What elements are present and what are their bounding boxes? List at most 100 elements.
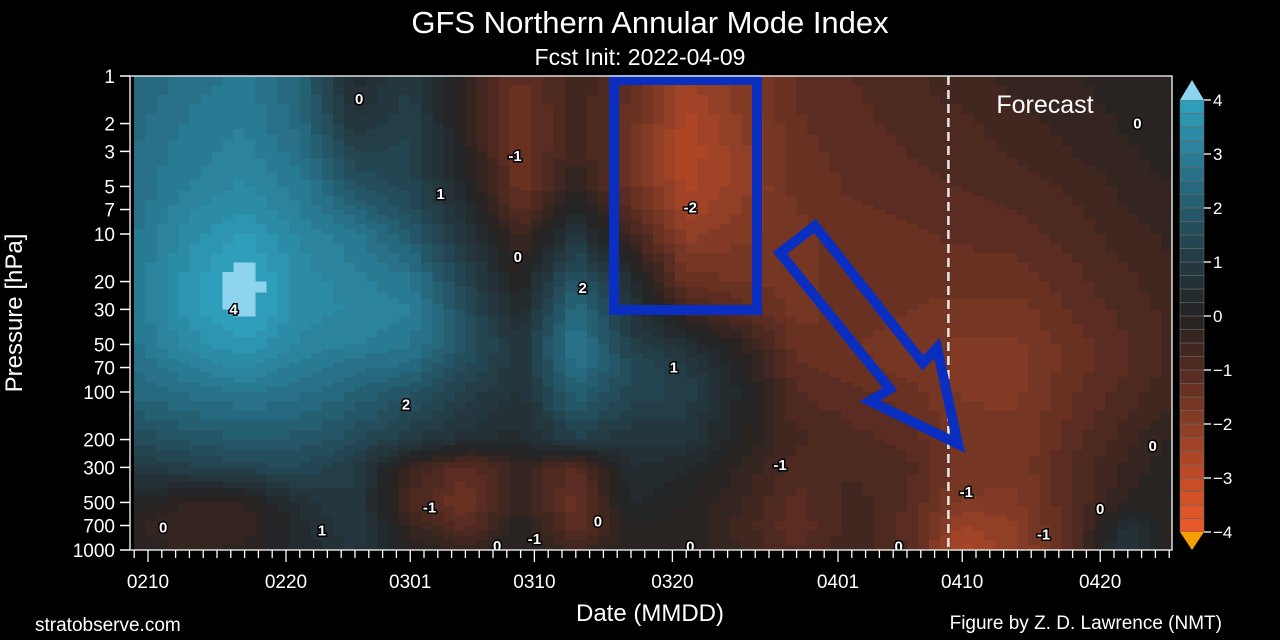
heatmap-cell xyxy=(697,353,709,359)
heatmap-cell xyxy=(200,292,212,299)
heatmap-cell xyxy=(421,95,433,106)
heatmap-cell xyxy=(476,411,488,422)
heatmap-cell xyxy=(421,104,433,115)
heatmap-cell xyxy=(520,195,533,201)
heatmap-cell xyxy=(432,401,444,412)
heatmap-cell xyxy=(962,253,974,264)
heatmap-cell xyxy=(719,253,731,264)
heatmap-cell xyxy=(509,330,522,338)
heatmap-cell xyxy=(377,243,389,254)
heatmap-cell xyxy=(807,191,820,197)
heatmap-cell xyxy=(1105,76,1118,87)
heatmap-cell xyxy=(686,204,698,211)
heatmap-cell xyxy=(509,76,522,87)
heatmap-cell xyxy=(973,129,985,136)
heatmap-cell xyxy=(851,287,864,294)
heatmap-cell xyxy=(1072,191,1085,197)
heatmap-cell xyxy=(575,411,588,422)
heatmap-cell xyxy=(244,104,257,115)
heatmap-cell xyxy=(498,195,511,201)
heatmap-cell xyxy=(807,114,820,125)
heatmap-cell xyxy=(763,145,776,152)
heatmap-cell xyxy=(686,145,698,152)
heatmap-cell xyxy=(840,191,853,197)
heatmap-cell xyxy=(575,214,588,220)
heatmap-cell xyxy=(233,253,246,264)
heatmap-cell xyxy=(377,372,389,378)
heatmap-cell xyxy=(896,272,908,283)
heatmap-cell xyxy=(233,303,246,310)
heatmap-cell xyxy=(851,229,864,235)
heatmap-cell xyxy=(962,85,974,96)
heatmap-cell xyxy=(421,401,433,412)
heatmap-cell xyxy=(995,323,1007,331)
heatmap-cell xyxy=(200,123,212,130)
heatmap-cell xyxy=(708,204,720,211)
heatmap-cell xyxy=(189,316,201,324)
heatmap-cell xyxy=(1039,358,1052,364)
heatmap-cell xyxy=(355,95,367,106)
heatmap-cell xyxy=(719,134,731,141)
heatmap-cell xyxy=(929,367,941,373)
heatmap-cell xyxy=(277,262,290,273)
heatmap-cell xyxy=(1105,337,1118,345)
heatmap-cell xyxy=(476,330,488,338)
heatmap-cell xyxy=(763,387,776,393)
heatmap-cell xyxy=(266,229,279,235)
heatmap-cell xyxy=(487,298,500,305)
heatmap-cell xyxy=(145,382,157,388)
heatmap-cell xyxy=(763,191,776,197)
heatmap-cell xyxy=(907,165,919,173)
heatmap-cell xyxy=(1050,204,1063,211)
heatmap-cell xyxy=(332,204,345,211)
heatmap-cell xyxy=(443,316,455,324)
heatmap-cell xyxy=(399,316,411,324)
heatmap-cell xyxy=(564,287,577,294)
heatmap-cell xyxy=(730,323,742,331)
heatmap-cell xyxy=(288,234,301,245)
heatmap-cell xyxy=(1083,129,1096,136)
heatmap-cell xyxy=(410,134,422,141)
heatmap-cell xyxy=(553,337,566,345)
heatmap-cell xyxy=(907,200,919,206)
heatmap-cell xyxy=(344,253,356,264)
heatmap-cell xyxy=(465,430,477,441)
heatmap-cell xyxy=(973,330,985,338)
heatmap-cell xyxy=(178,420,190,431)
heatmap-cell xyxy=(366,362,378,369)
heatmap-cell xyxy=(520,287,533,294)
heatmap-cell xyxy=(299,377,312,383)
heatmap-cell xyxy=(277,151,290,159)
heatmap-cell xyxy=(233,344,246,350)
heatmap-cell xyxy=(807,151,820,159)
heatmap-cell xyxy=(929,287,941,294)
heatmap-cell xyxy=(310,209,323,215)
heatmap-cell xyxy=(1160,191,1172,197)
heatmap-cell xyxy=(531,151,544,159)
heatmap-cell xyxy=(896,195,908,201)
heatmap-cell xyxy=(1050,104,1063,115)
heatmap-cell xyxy=(862,172,875,180)
heatmap-cell xyxy=(1050,316,1063,324)
heatmap-cell xyxy=(862,204,875,211)
heatmap-cell xyxy=(332,349,345,355)
heatmap-cell xyxy=(1138,104,1151,115)
heatmap-cell xyxy=(520,411,533,422)
heatmap-cell xyxy=(564,349,577,355)
heatmap-cell xyxy=(818,316,831,324)
heatmap-cell xyxy=(1028,204,1040,211)
heatmap-cell xyxy=(288,179,301,187)
heatmap-cell xyxy=(564,114,577,125)
heatmap-cell xyxy=(277,123,290,130)
heatmap-cell xyxy=(520,224,533,230)
heatmap-cell xyxy=(542,387,555,393)
heatmap-cell xyxy=(410,104,422,115)
heatmap-cell xyxy=(421,372,433,378)
heatmap-cell xyxy=(873,234,886,245)
heatmap-cell xyxy=(995,195,1007,201)
heatmap-cell xyxy=(487,272,500,283)
heatmap-cell xyxy=(1116,172,1129,180)
heatmap-cell xyxy=(763,172,776,180)
heatmap-cell xyxy=(929,262,941,273)
heatmap-cell xyxy=(299,140,312,147)
